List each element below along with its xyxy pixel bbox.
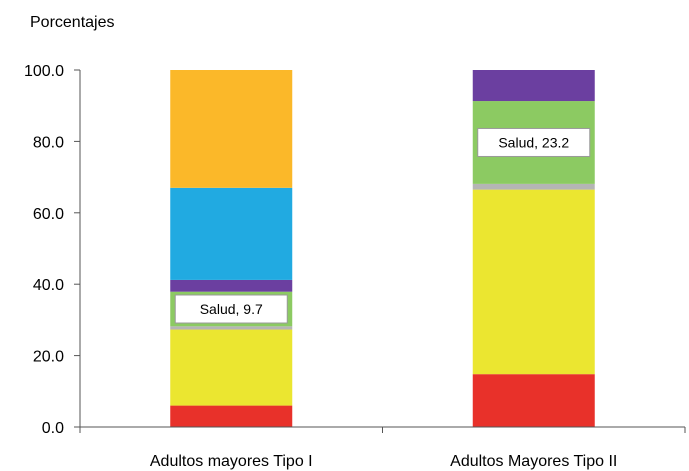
- y-tick-label: 40.0: [33, 277, 64, 294]
- y-tick-label: 80.0: [33, 134, 64, 151]
- bar-segment-2-5: [472, 70, 595, 102]
- bar-segment-1-3: [170, 326, 293, 330]
- data-label: Salud, 9.7: [200, 301, 263, 317]
- y-tick-label: 0.0: [42, 420, 64, 437]
- bar-segment-2-3: [472, 183, 595, 190]
- bar-segment-1-6: [170, 187, 293, 280]
- y-tick-label: 20.0: [33, 349, 64, 366]
- bar-segment-1-2: [170, 329, 293, 406]
- x-category-label: Adultos Mayores Tipo II: [450, 453, 617, 470]
- bar-segment-1-5: [170, 279, 293, 292]
- data-label-box: [174, 294, 288, 324]
- bar-segment-2-1: [472, 374, 595, 427]
- y-axis-label: Porcentajes: [30, 14, 115, 31]
- y-tick-label: 60.0: [33, 206, 64, 223]
- data-label-box: [477, 127, 591, 157]
- bar-segment-1-1: [170, 405, 293, 427]
- x-category-label: Adultos mayores Tipo I: [150, 453, 313, 470]
- data-label: Salud, 23.2: [498, 134, 569, 150]
- y-tick-label: 100.0: [24, 63, 64, 80]
- bar-segment-2-2: [472, 189, 595, 375]
- bar-segment-1-7: [170, 70, 293, 188]
